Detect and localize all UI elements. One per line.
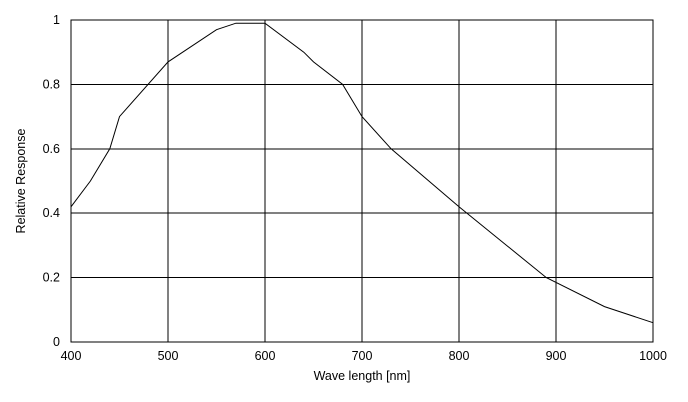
x-tick-label: 1000 xyxy=(639,349,667,363)
y-tick-label: 1 xyxy=(53,13,60,27)
y-tick-label: 0 xyxy=(53,335,60,349)
y-tick-label: 0.8 xyxy=(43,77,60,91)
x-tick-label: 900 xyxy=(546,349,567,363)
y-axis-ticks: 0 0.2 0.4 0.6 0.8 1 xyxy=(43,13,60,349)
y-tick-label: 0.2 xyxy=(43,271,60,285)
series-group xyxy=(70,22,654,324)
x-tick-label: 600 xyxy=(255,349,276,363)
x-axis-label: Wave length [nm] xyxy=(314,369,411,383)
x-axis-ticks: 400 500 600 700 800 900 1000 xyxy=(61,349,667,363)
y-axis-label: Relative Response xyxy=(14,128,28,233)
response-curve-line xyxy=(70,22,654,324)
y-tick-label: 0.4 xyxy=(43,206,60,220)
plot-area-border xyxy=(70,19,654,343)
x-tick-label: 400 xyxy=(61,349,82,363)
x-tick-label: 800 xyxy=(449,349,470,363)
x-tick-label: 500 xyxy=(158,349,179,363)
y-tick-label: 0.6 xyxy=(43,142,60,156)
gridlines xyxy=(70,19,654,343)
x-tick-label: 700 xyxy=(352,349,373,363)
